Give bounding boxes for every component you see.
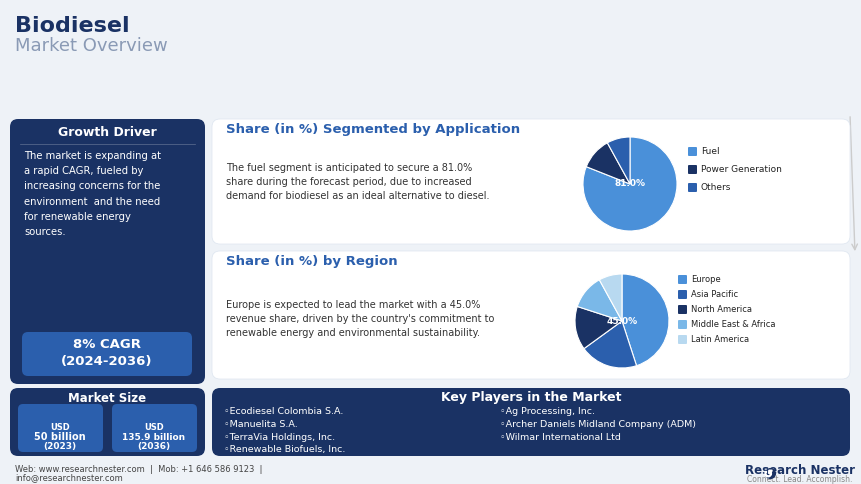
Wedge shape	[598, 274, 622, 321]
Text: Share (in %) by Region: Share (in %) by Region	[226, 256, 397, 269]
Text: Europe: Europe	[691, 275, 720, 284]
Text: ◦Renewable Biofuels, Inc.: ◦Renewable Biofuels, Inc.	[224, 445, 345, 454]
Text: USD: USD	[50, 424, 70, 433]
FancyBboxPatch shape	[10, 388, 205, 456]
Wedge shape	[583, 321, 635, 368]
FancyBboxPatch shape	[10, 119, 205, 384]
FancyBboxPatch shape	[687, 183, 697, 192]
Text: Latin America: Latin America	[691, 335, 748, 344]
Text: Key Players in the Market: Key Players in the Market	[440, 392, 621, 405]
Text: 81.0%: 81.0%	[614, 180, 645, 188]
Text: ◦Wilmar International Ltd: ◦Wilmar International Ltd	[499, 433, 620, 441]
Text: Connect. Lead. Accomplish.: Connect. Lead. Accomplish.	[746, 474, 852, 484]
Text: North America: North America	[691, 305, 751, 314]
Wedge shape	[622, 274, 668, 366]
Wedge shape	[577, 280, 622, 321]
Wedge shape	[607, 137, 629, 184]
Text: 135.9 billion: 135.9 billion	[122, 433, 185, 441]
Text: The fuel segment is anticipated to secure a 81.0%
share during the forecast peri: The fuel segment is anticipated to secur…	[226, 163, 489, 201]
Text: ◦Archer Daniels Midland Company (ADM): ◦Archer Daniels Midland Company (ADM)	[499, 420, 695, 429]
Text: Web: www.researchnester.com  |  Mob: +1 646 586 9123  |: Web: www.researchnester.com | Mob: +1 64…	[15, 465, 263, 473]
Text: ◦Manuelita S.A.: ◦Manuelita S.A.	[224, 420, 297, 429]
FancyBboxPatch shape	[18, 404, 102, 452]
Text: ◦Ag Processing, Inc.: ◦Ag Processing, Inc.	[499, 408, 594, 417]
Text: info@researchnester.com: info@researchnester.com	[15, 473, 122, 483]
Text: ◦Ecodiesel Colombia S.A.: ◦Ecodiesel Colombia S.A.	[224, 408, 343, 417]
Text: Others: Others	[700, 183, 730, 192]
Text: Market Size: Market Size	[68, 392, 146, 405]
FancyBboxPatch shape	[212, 251, 849, 379]
FancyBboxPatch shape	[687, 165, 697, 174]
Wedge shape	[585, 143, 629, 184]
FancyBboxPatch shape	[678, 305, 686, 314]
FancyBboxPatch shape	[22, 332, 192, 376]
Text: 50 billion: 50 billion	[34, 432, 86, 442]
FancyBboxPatch shape	[678, 290, 686, 299]
Text: Europe is expected to lead the market with a 45.0%
revenue share, driven by the : Europe is expected to lead the market wi…	[226, 300, 494, 338]
Text: Market Overview: Market Overview	[15, 37, 168, 55]
Text: Research Nester: Research Nester	[744, 465, 854, 478]
FancyBboxPatch shape	[212, 388, 849, 456]
FancyBboxPatch shape	[212, 119, 849, 244]
FancyBboxPatch shape	[678, 275, 686, 284]
Text: 45.0%: 45.0%	[606, 317, 637, 326]
FancyBboxPatch shape	[112, 404, 197, 452]
Text: Biodiesel: Biodiesel	[15, 16, 129, 36]
Text: (2023): (2023)	[43, 441, 77, 451]
FancyBboxPatch shape	[678, 335, 686, 344]
Text: Fuel: Fuel	[700, 147, 719, 156]
Wedge shape	[574, 306, 622, 348]
Text: Growth Driver: Growth Driver	[58, 126, 156, 139]
Text: ◦TerraVia Holdings, Inc.: ◦TerraVia Holdings, Inc.	[224, 433, 335, 441]
Text: Power Generation: Power Generation	[700, 165, 781, 174]
Text: USD: USD	[144, 424, 164, 433]
Text: Share (in %) Segmented by Application: Share (in %) Segmented by Application	[226, 123, 519, 136]
Text: Asia Pacific: Asia Pacific	[691, 290, 737, 299]
Text: The market is expanding at
a rapid CAGR, fueled by
increasing concerns for the
e: The market is expanding at a rapid CAGR,…	[24, 151, 161, 237]
Wedge shape	[582, 137, 676, 231]
FancyBboxPatch shape	[687, 147, 697, 156]
Text: Middle East & Africa: Middle East & Africa	[691, 320, 775, 329]
Text: (2036): (2036)	[137, 441, 170, 451]
Text: 8% CAGR
(2024-2036): 8% CAGR (2024-2036)	[61, 338, 152, 368]
FancyBboxPatch shape	[678, 320, 686, 329]
